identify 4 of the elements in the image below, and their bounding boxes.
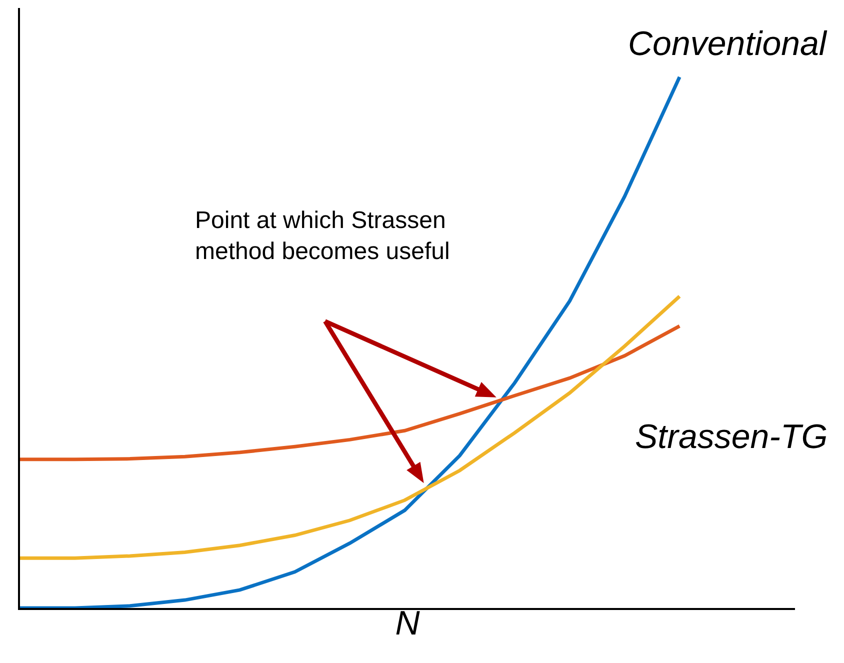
- x-axis-title: N: [395, 604, 420, 643]
- series-label: Conventional: [628, 25, 828, 63]
- series-label: Strassen-TG: [635, 418, 828, 456]
- annotation: Point at which Strassen method becomes useful: [195, 207, 450, 266]
